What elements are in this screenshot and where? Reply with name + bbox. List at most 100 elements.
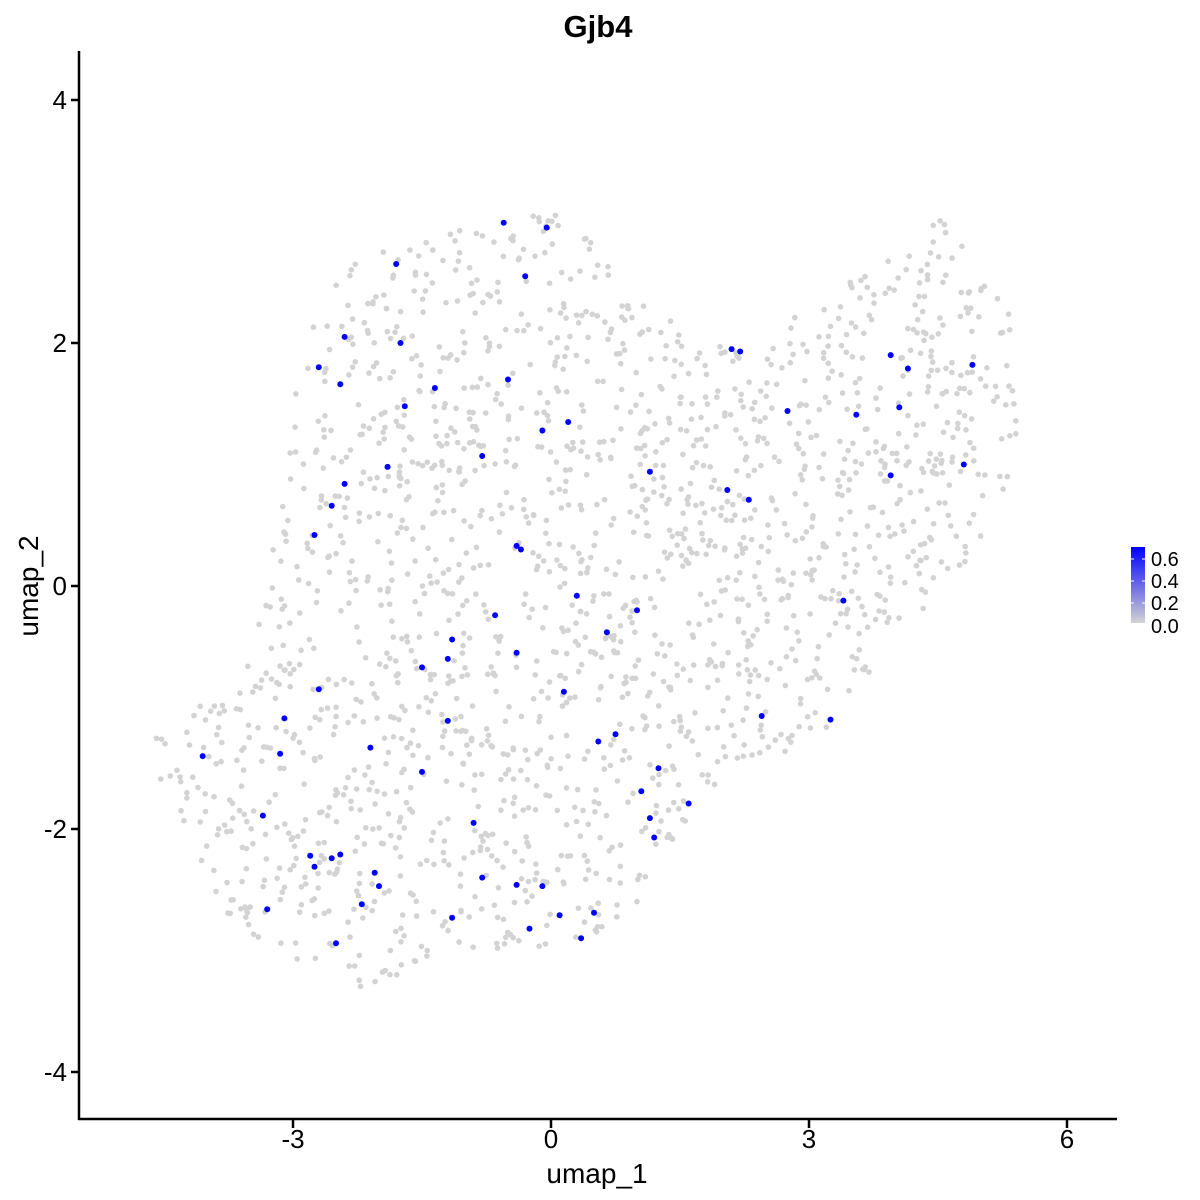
background-cell-point	[918, 488, 924, 494]
background-cell-point	[245, 722, 252, 728]
background-cell-point	[779, 576, 786, 583]
background-cell-point	[404, 571, 411, 577]
background-cell-point	[949, 359, 955, 366]
background-cell-point	[826, 399, 832, 406]
background-cell-point	[493, 688, 499, 695]
background-cell-point	[526, 614, 532, 621]
background-cell-point	[607, 762, 614, 769]
background-cell-point	[617, 623, 624, 629]
background-cell-point	[417, 861, 424, 867]
background-cell-point	[677, 400, 683, 407]
background-cell-point	[487, 293, 494, 299]
background-cell-point	[871, 291, 877, 298]
background-cell-point	[939, 457, 945, 464]
background-cell-point	[548, 756, 554, 762]
background-cell-point	[367, 476, 373, 482]
background-cell-point	[775, 577, 781, 583]
background-cell-point	[606, 591, 612, 597]
background-cell-point	[296, 661, 303, 668]
background-cell-point	[805, 419, 812, 425]
expressing-cell-point	[315, 364, 322, 371]
expressing-cell-point	[853, 411, 860, 418]
background-cell-point	[703, 371, 710, 378]
background-cell-point	[415, 460, 421, 467]
background-cell-point	[656, 771, 662, 778]
background-cell-point	[353, 587, 359, 594]
background-cell-point	[425, 709, 432, 716]
background-cell-point	[457, 728, 464, 734]
background-cell-point	[658, 492, 665, 499]
background-cell-point	[500, 864, 506, 870]
background-cell-point	[392, 329, 398, 336]
background-cell-point	[466, 914, 473, 920]
background-cell-point	[272, 791, 279, 798]
background-cell-point	[579, 557, 585, 563]
background-cell-point	[874, 406, 881, 413]
background-cell-point	[927, 450, 933, 457]
background-cell-point	[466, 751, 473, 757]
background-cell-point	[591, 593, 597, 599]
background-cell-point	[412, 658, 419, 665]
background-cell-point	[885, 564, 892, 570]
background-cell-point	[706, 656, 713, 663]
background-cell-point	[871, 300, 877, 306]
background-cell-point	[803, 402, 809, 409]
background-cell-point	[662, 653, 668, 659]
background-cell-point	[542, 941, 549, 947]
background-cell-point	[727, 411, 734, 418]
background-cell-point	[585, 867, 592, 873]
background-cell-point	[500, 253, 507, 260]
background-cell-point	[523, 514, 530, 520]
background-cell-point	[514, 435, 521, 442]
background-cell-point	[768, 361, 774, 368]
background-cell-point	[967, 439, 973, 446]
background-cell-point	[396, 818, 403, 825]
background-cell-point	[849, 354, 856, 360]
background-cell-point	[184, 795, 190, 801]
background-cell-point	[758, 543, 765, 550]
y-tick-label: 4	[53, 85, 67, 115]
background-cell-point	[312, 955, 319, 962]
background-cell-point	[821, 306, 827, 313]
background-cell-point	[376, 440, 382, 447]
background-cell-point	[778, 597, 784, 603]
background-cell-point	[603, 812, 610, 819]
background-cell-point	[906, 459, 912, 465]
background-cell-point	[664, 436, 670, 443]
background-cell-point	[393, 788, 400, 795]
background-cell-point	[239, 878, 245, 885]
background-cell-point	[351, 963, 358, 969]
background-cell-point	[307, 725, 313, 731]
background-cell-point	[837, 610, 844, 617]
background-cell-point	[338, 458, 345, 465]
background-cell-point	[375, 510, 382, 517]
background-cell-point	[366, 514, 373, 520]
expressing-cell-point	[311, 532, 318, 538]
background-cell-point	[229, 800, 236, 807]
background-cell-point	[796, 402, 803, 409]
background-cell-point	[914, 422, 920, 429]
background-cell-point	[934, 367, 941, 374]
background-cell-point	[336, 859, 343, 866]
background-cell-point	[924, 389, 931, 395]
background-cell-point	[705, 662, 711, 668]
background-cell-point	[214, 832, 221, 838]
background-cell-point	[420, 524, 426, 531]
background-cell-point	[882, 290, 888, 297]
background-cell-point	[363, 824, 369, 831]
background-cell-point	[907, 489, 914, 496]
background-cell-point	[797, 472, 804, 478]
background-cell-point	[614, 778, 621, 784]
background-cell-point	[390, 275, 396, 281]
background-cell-point	[554, 335, 561, 341]
expressing-cell-point	[277, 750, 284, 757]
background-cell-point	[448, 425, 454, 432]
background-cell-point	[668, 835, 675, 841]
background-cell-point	[704, 779, 711, 785]
background-cell-point	[440, 733, 446, 740]
background-cell-point	[885, 258, 891, 265]
background-cell-point	[519, 858, 525, 864]
background-cell-point	[682, 526, 689, 532]
background-cell-point	[384, 650, 390, 656]
background-cell-point	[892, 531, 898, 537]
